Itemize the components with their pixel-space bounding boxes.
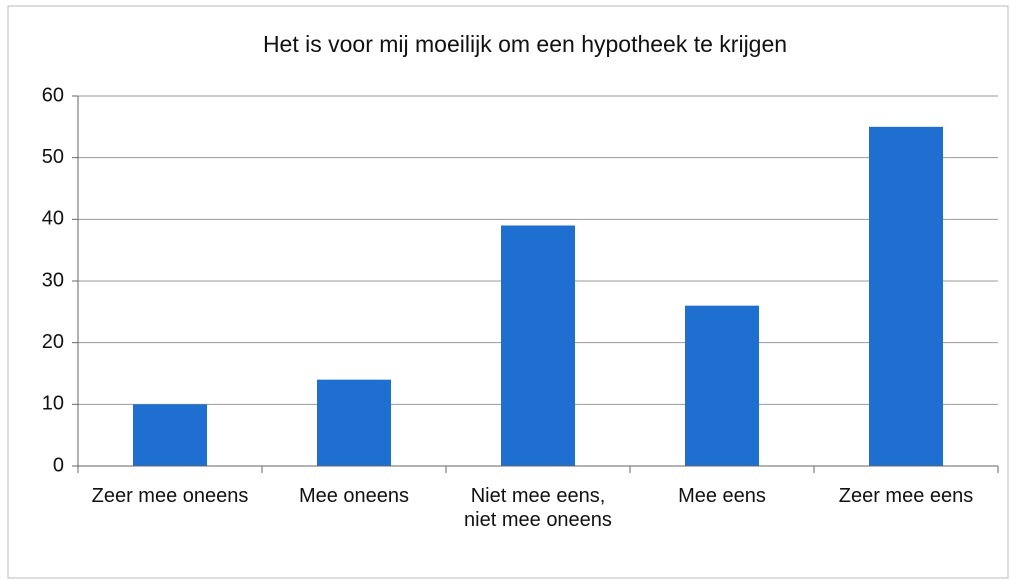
chart-title: Het is voor mij moeilijk om een hypothee… [263,31,787,57]
x-tick-label: Mee oneens [298,485,410,507]
y-tick-label: 60 [42,84,64,106]
y-tick-label: 20 [42,331,64,353]
y-tick-label: 30 [42,269,64,291]
x-tick-label: Niet mee eens, niet mee oneens [464,485,612,531]
chart-frame [7,5,1009,579]
bar [317,379,391,466]
bar [133,404,207,466]
bar [685,305,759,466]
y-tick-label: 50 [42,146,64,168]
x-tick-label: Zeer mee oneens [91,485,249,507]
x-tick-label: Zeer mee eens [838,485,974,507]
bar [501,225,575,466]
y-tick-label: 40 [42,208,64,230]
bar [869,126,943,466]
x-tick-label: Mee eens [678,485,766,507]
y-tick-label: 0 [53,454,64,476]
y-tick-label: 10 [42,393,64,415]
